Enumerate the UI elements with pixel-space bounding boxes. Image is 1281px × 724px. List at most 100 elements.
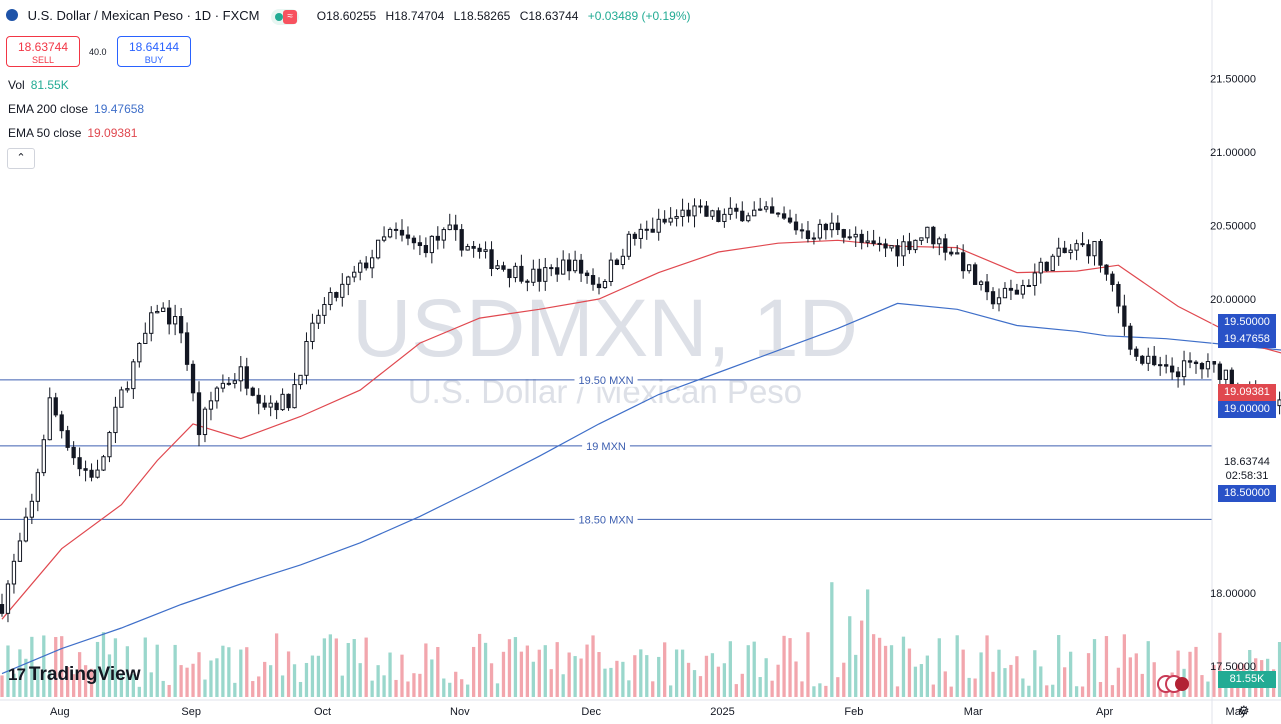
candle — [1152, 346, 1157, 367]
candle — [292, 372, 297, 409]
volume-bar — [955, 635, 959, 697]
volume-bar — [161, 680, 165, 697]
volume-bar — [400, 654, 404, 697]
candle — [943, 233, 948, 261]
volume-bar — [239, 649, 243, 697]
volume-bar — [334, 638, 338, 697]
candle — [77, 447, 82, 477]
candle — [901, 235, 906, 266]
candle — [811, 232, 817, 245]
volume-bar — [525, 645, 530, 697]
volume-bar — [716, 666, 721, 697]
volume-bar — [645, 655, 649, 697]
candle — [262, 395, 267, 410]
price-label-1850: 18.50000 — [1218, 485, 1276, 502]
legend-volume[interactable]: Vol 81.55K — [8, 78, 69, 92]
collapse-legend-button[interactable]: ⌃ — [7, 148, 35, 169]
candle — [626, 231, 631, 260]
candle — [865, 230, 870, 248]
volume-bar — [740, 673, 744, 697]
candle — [1211, 361, 1217, 373]
volume-bar — [961, 649, 965, 697]
candle — [931, 225, 936, 249]
volume-bar — [549, 669, 553, 697]
candle — [131, 359, 136, 399]
volume-bar — [274, 633, 279, 697]
volume-bar — [83, 665, 88, 697]
volume-bar — [985, 635, 989, 697]
candle — [984, 273, 990, 301]
volume-bar — [979, 652, 983, 697]
candle — [316, 309, 321, 330]
legend-ema200[interactable]: EMA 200 close 19.47658 — [8, 102, 144, 116]
volume-bar — [1277, 642, 1281, 697]
candle — [817, 219, 823, 241]
candle — [716, 207, 721, 223]
volume-bar — [931, 684, 935, 697]
buy-button[interactable]: 18.64144 BUY — [117, 36, 191, 67]
candle — [1032, 263, 1037, 296]
candle — [471, 240, 476, 258]
tradingview-logo[interactable]: 17 TradingView — [8, 664, 141, 686]
candle — [184, 322, 190, 371]
volume-bar — [1212, 664, 1216, 697]
chevron-up-icon: ⌃ — [16, 152, 26, 164]
candle — [638, 223, 643, 249]
candle — [519, 254, 524, 284]
candle — [728, 197, 733, 220]
volume-bar — [698, 676, 703, 697]
volume-bar — [686, 662, 691, 697]
volume-bar — [710, 653, 715, 697]
volume-bar — [782, 635, 786, 697]
open-label: O — [316, 9, 327, 23]
candle — [680, 198, 685, 227]
volume-bar — [1033, 650, 1037, 697]
candle — [268, 395, 273, 417]
volume-bar — [895, 686, 900, 697]
candle — [578, 253, 584, 282]
volume-bar — [633, 655, 637, 697]
candle — [346, 275, 351, 296]
price-label-volume: 81.55K — [1218, 671, 1276, 688]
legend-ema50[interactable]: EMA 50 close 19.09381 — [8, 126, 137, 140]
price-label-countdown: 02:58:31 — [1218, 468, 1276, 485]
price-axis[interactable]: 21.50000 21.00000 20.50000 20.00000 18.00000… — [1210, 0, 1256, 724]
volume-bar — [418, 673, 422, 697]
market-status-badge[interactable]: ≈ — [271, 8, 300, 25]
time-axis[interactable]: AugSepOctNovDec2025FebMarAprMayJunJul — [0, 699, 1281, 718]
gear-icon[interactable]: ⚙ — [1238, 703, 1250, 718]
candle — [567, 253, 572, 281]
candle — [1164, 354, 1169, 374]
candle — [572, 250, 578, 274]
currency-flags-icon[interactable] — [1154, 674, 1190, 694]
candle — [1140, 354, 1145, 366]
candle — [375, 239, 381, 260]
volume-bar — [257, 676, 261, 697]
candle — [119, 386, 124, 408]
volume-bar — [919, 664, 924, 697]
candle — [692, 198, 697, 228]
sell-button[interactable]: 18.63744 SELL — [6, 36, 80, 67]
price-tick-label: 20.00000 — [1210, 294, 1256, 306]
volume-bar — [967, 677, 971, 697]
volume-bar — [579, 658, 583, 697]
candle — [972, 262, 978, 285]
volume-bar — [310, 655, 315, 697]
ema50-value: 19.09381 — [87, 126, 138, 140]
price-label-ema200: 19.47658 — [1218, 331, 1276, 348]
volume-bar — [36, 668, 40, 697]
candle — [1080, 232, 1085, 248]
candle — [644, 220, 649, 240]
candle — [23, 507, 29, 543]
symbol-title[interactable]: U.S. Dollar / Mexican Peso · 1D · FXCM — [27, 8, 260, 23]
volume-bar — [651, 681, 655, 697]
candle — [710, 209, 715, 220]
time-tick-label: Apr — [1096, 706, 1113, 718]
volume-bar — [227, 647, 231, 697]
volume-bar — [728, 641, 732, 697]
volume-bar — [185, 667, 189, 697]
price-label-last: 18.63744 — [1218, 454, 1276, 471]
volume-bar — [657, 656, 661, 697]
volume-bar — [1134, 653, 1138, 697]
